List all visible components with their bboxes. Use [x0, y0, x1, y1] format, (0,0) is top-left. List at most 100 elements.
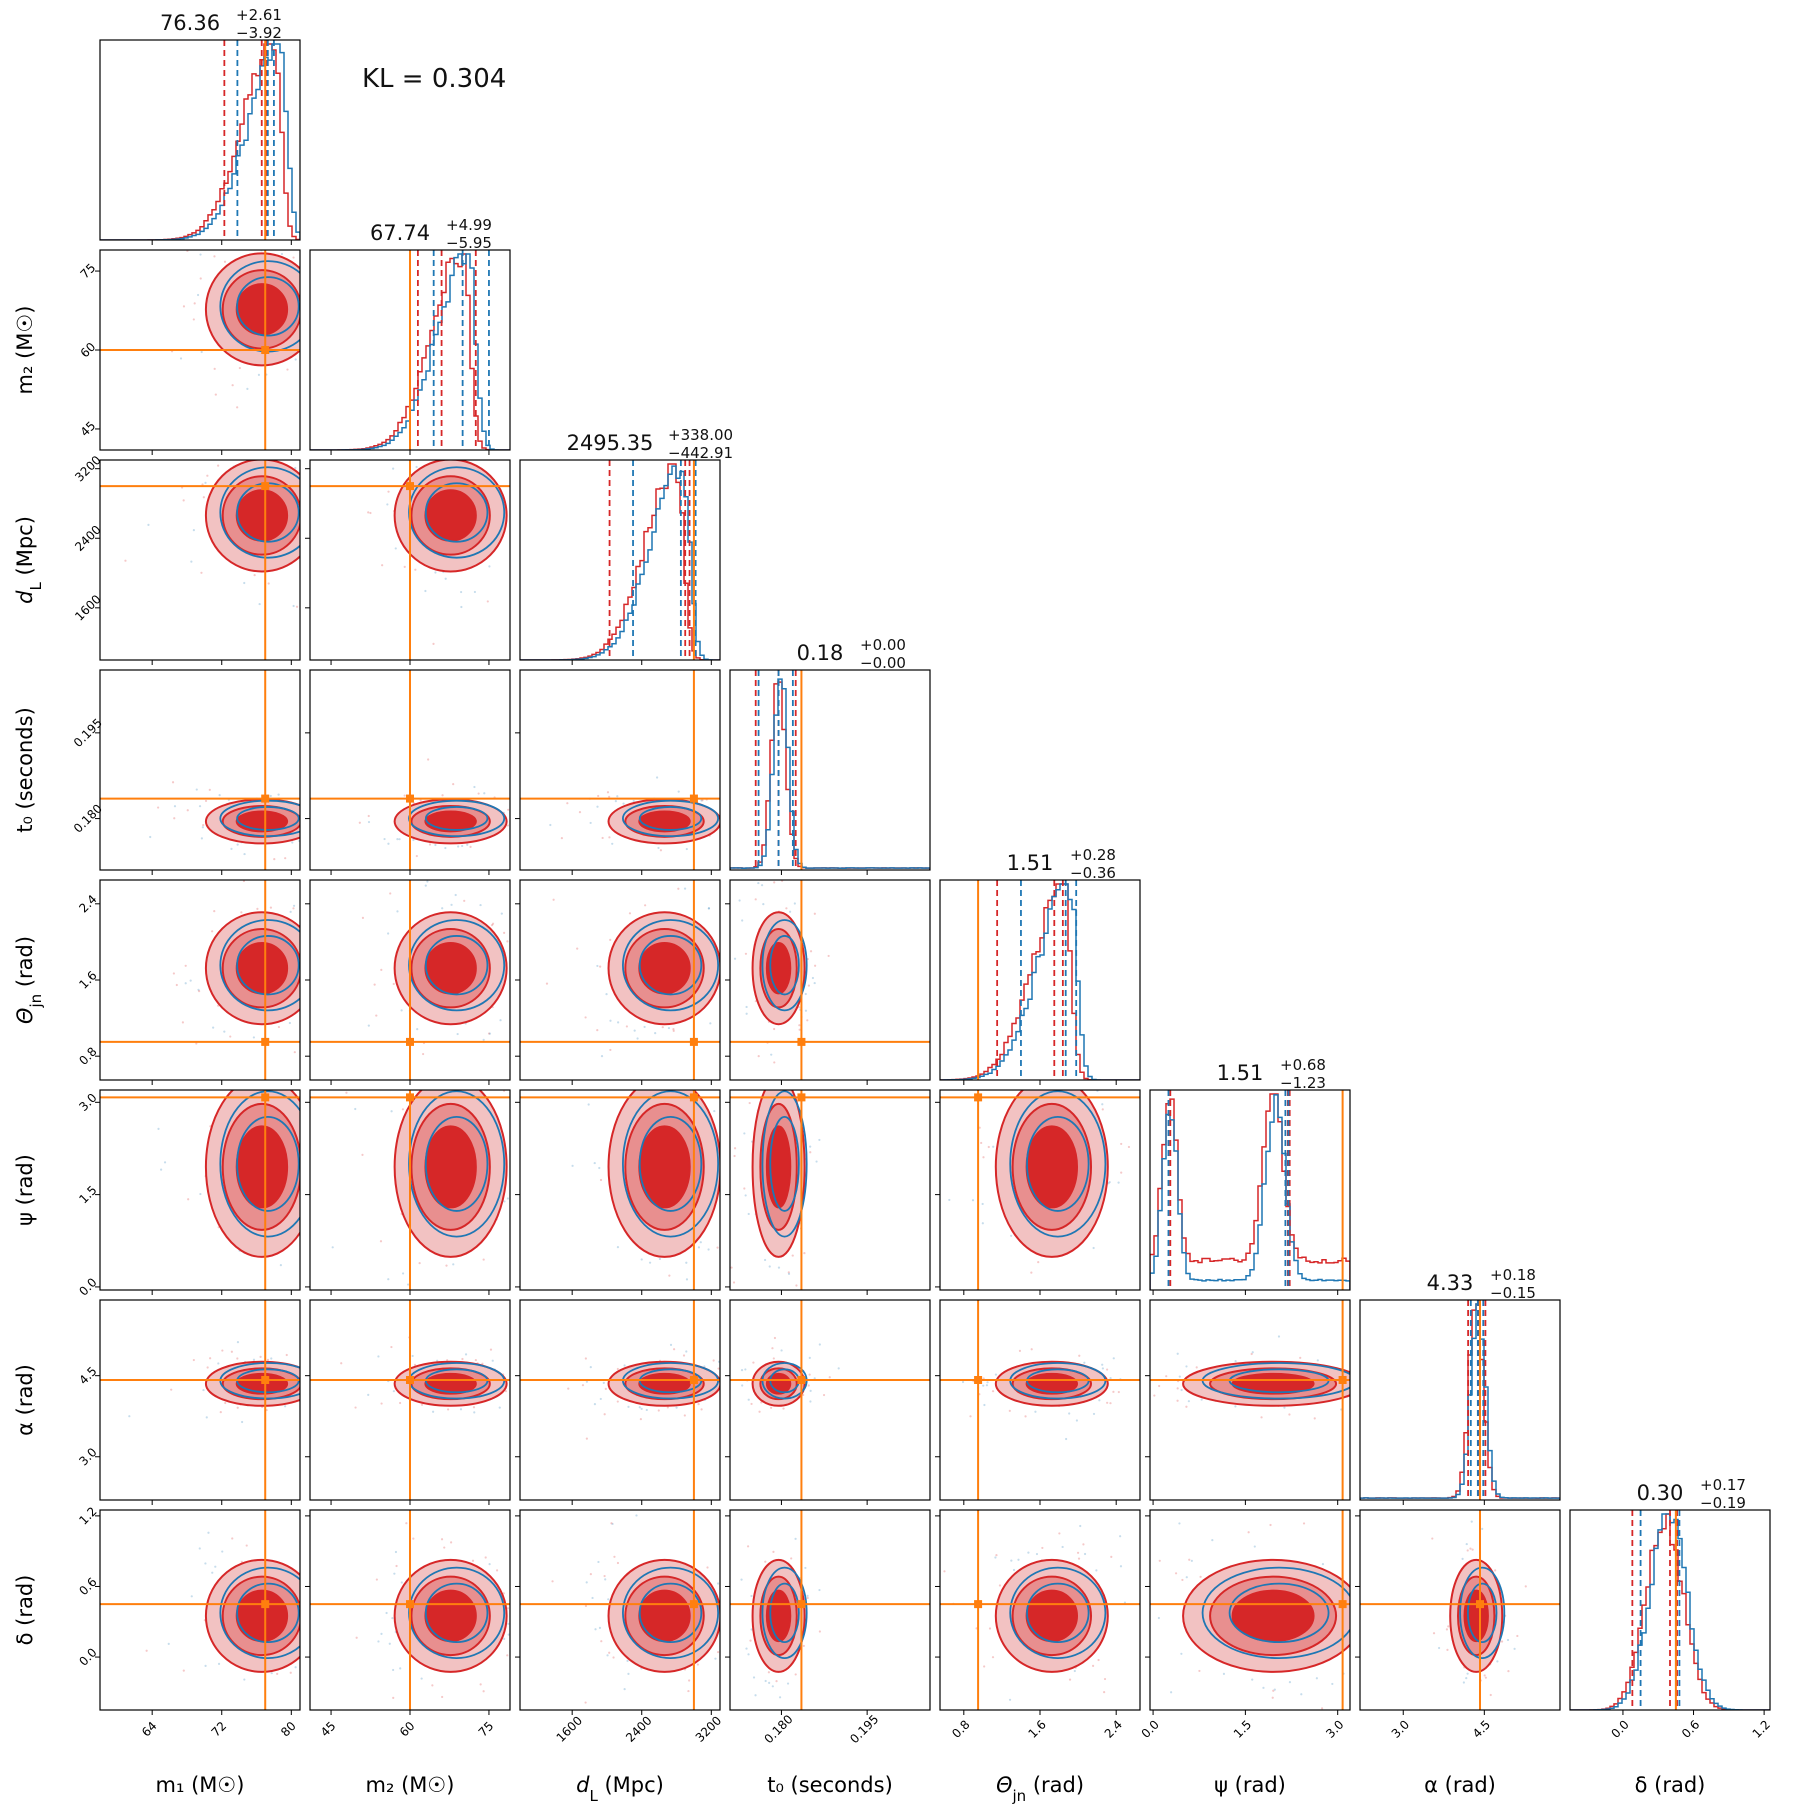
scatter-point	[727, 1226, 729, 1228]
scatter-point	[1012, 1568, 1016, 1572]
scatter-point	[596, 964, 599, 968]
panel-alpha-vs-psi	[1145, 1299, 1371, 1505]
scatter-point	[809, 1389, 812, 1392]
scatter-point	[657, 1409, 660, 1412]
scatter-point	[381, 564, 384, 567]
scatter-point	[717, 1582, 720, 1585]
scatter-point	[1471, 1548, 1474, 1551]
scatter-point	[659, 849, 663, 852]
scatter-point	[444, 846, 447, 850]
scatter-point	[471, 1559, 475, 1562]
contour-red-2	[424, 1372, 477, 1395]
scatter-point	[434, 571, 437, 574]
scatter-point	[370, 504, 372, 506]
panel-frame	[729, 1089, 931, 1291]
panel-alpha-vs-dL	[515, 1299, 745, 1505]
scatter-point	[822, 1393, 826, 1397]
scatter-point	[270, 1672, 273, 1675]
scatter-point	[331, 1372, 333, 1374]
scatter-point	[1489, 1693, 1492, 1697]
scatter-point	[791, 1060, 793, 1062]
scatter-point	[803, 1252, 806, 1255]
scatter-point	[507, 1622, 510, 1625]
scatter-point	[818, 1630, 821, 1633]
scatter-point	[806, 1596, 809, 1600]
scatter-point	[184, 964, 187, 967]
scatter-point	[171, 781, 175, 784]
scatter-point	[197, 988, 200, 991]
scatter-point	[726, 1612, 728, 1614]
scatter-point	[983, 1665, 986, 1668]
scatter-point	[318, 278, 320, 280]
scatter-point	[499, 1019, 502, 1022]
title-delta: 0.30	[1637, 1481, 1684, 1505]
y-tick-label-psi: 0.0	[76, 1275, 99, 1298]
scatter-point	[1401, 1592, 1403, 1594]
scatter-point	[472, 1071, 474, 1073]
contour-blue-1	[638, 1115, 703, 1212]
scatter-point	[214, 1565, 217, 1568]
contour-blue-1	[424, 1582, 489, 1644]
scatter-point	[743, 1373, 745, 1375]
scatter-point	[672, 1348, 676, 1351]
scatter-point	[700, 1408, 703, 1411]
scatter-point	[981, 1222, 984, 1225]
x-axis-label-delta: δ (rad)	[1635, 1773, 1706, 1797]
scatter-point	[313, 950, 315, 952]
scatter-point	[1101, 1103, 1104, 1106]
truth-marker	[1476, 1600, 1484, 1609]
panel-delta-vs-alpha: 3.0 4.5	[1355, 1509, 1561, 1741]
scatter-point	[488, 565, 491, 568]
scatter-point	[573, 833, 575, 835]
scatter-point	[768, 1265, 771, 1268]
scatter-point	[285, 1353, 288, 1357]
scatter-point	[787, 1272, 791, 1276]
x-tick-label-delta: 0.6	[1679, 1717, 1702, 1740]
scatter-point	[658, 1257, 662, 1261]
scatter-point	[598, 1166, 601, 1170]
scatter-point	[685, 1261, 688, 1264]
scatter-point	[1315, 1677, 1318, 1680]
scatter-point	[318, 1237, 320, 1239]
scatter-point	[551, 1580, 554, 1583]
scatter-point	[276, 1672, 279, 1675]
scatter-point	[458, 1069, 460, 1071]
scatter-point	[1008, 1698, 1012, 1701]
scatter-point	[327, 1592, 329, 1594]
scatter-point	[460, 605, 463, 609]
scatter-point	[199, 277, 202, 280]
scatter-point	[648, 1261, 652, 1264]
scatter-point	[1120, 1171, 1123, 1174]
scatter-point	[479, 903, 482, 907]
scatter-point	[543, 794, 545, 796]
scatter-point	[316, 1021, 318, 1023]
scatter-point	[604, 1578, 607, 1581]
scatter-point	[675, 1406, 678, 1409]
scatter-point	[1369, 1372, 1371, 1374]
scatter-point	[331, 498, 333, 500]
truth-marker	[406, 482, 414, 491]
scatter-point	[192, 1358, 195, 1362]
scatter-point	[1260, 1416, 1263, 1419]
scatter-point	[512, 1367, 514, 1369]
y-tick-label-theta: 1.6	[76, 968, 99, 991]
scatter-point	[1024, 1415, 1027, 1418]
scatter-point	[215, 1318, 217, 1320]
scatter-point	[1316, 1359, 1319, 1362]
contour-red-2	[424, 1589, 477, 1643]
scatter-point	[294, 466, 297, 470]
scatter-point	[545, 982, 549, 985]
contour-blue-0	[622, 799, 720, 838]
truth-marker	[1338, 1600, 1347, 1609]
scatter-point	[387, 490, 390, 493]
scatter-point	[427, 758, 430, 761]
scatter-point	[264, 242, 266, 244]
scatter-point	[775, 1054, 777, 1056]
scatter-point	[596, 1029, 599, 1032]
scatter-point	[296, 433, 298, 435]
scatter-point	[1058, 1532, 1061, 1535]
scatter-point	[1091, 1664, 1095, 1667]
scatter-point	[386, 503, 389, 506]
scatter-point	[716, 1650, 720, 1654]
scatter-point	[213, 910, 216, 913]
